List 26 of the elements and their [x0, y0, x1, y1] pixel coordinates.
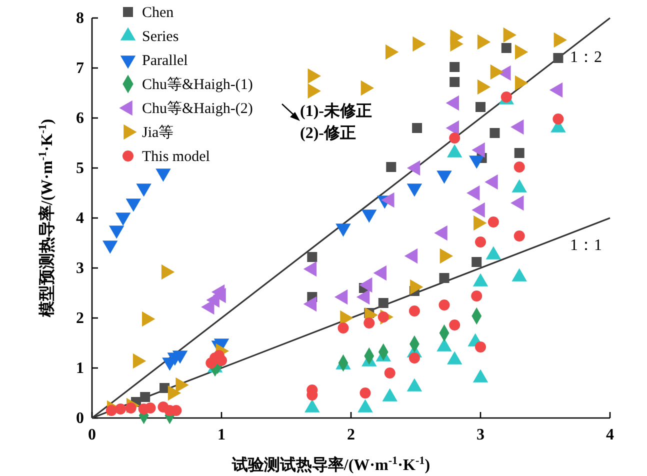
- x-axis-title: 试验测试热导率/(W·m$^{-1}$·K$^{-1}$): [230, 455, 430, 474]
- annotation: (2)-修正: [300, 124, 356, 142]
- y-tick-label: 6: [76, 110, 84, 128]
- annotation: 1：1: [570, 237, 602, 254]
- y-tick-label: 8: [76, 10, 84, 28]
- annotation: (1)-未修正: [300, 102, 372, 120]
- y-tick-label: 2: [76, 310, 84, 328]
- y-tick-label: 1: [76, 360, 84, 378]
- y-tick-label: 0: [76, 410, 84, 428]
- y-tick-label: 5: [76, 160, 84, 178]
- x-tick-label: 2: [347, 426, 355, 444]
- x-tick-label: 4: [606, 426, 614, 444]
- legend-label: Jia等: [142, 124, 174, 141]
- legend-label: Chu等&Haigh-(1): [142, 76, 253, 93]
- x-tick-label: 1: [218, 426, 226, 444]
- x-tick-label: 0: [88, 426, 96, 444]
- legend-label: Series: [142, 29, 179, 45]
- legend-label: Chen: [142, 5, 174, 21]
- annotation: 1：2: [570, 49, 602, 66]
- y-tick-label: 4: [76, 210, 84, 228]
- y-tick-label: 7: [76, 60, 84, 78]
- legend-label: This model: [142, 149, 210, 165]
- legend-label: Parallel: [142, 53, 188, 69]
- y-tick-label: 3: [76, 260, 84, 278]
- legend-label: Chu等&Haigh-(2): [142, 100, 253, 117]
- x-tick-label: 3: [476, 426, 484, 444]
